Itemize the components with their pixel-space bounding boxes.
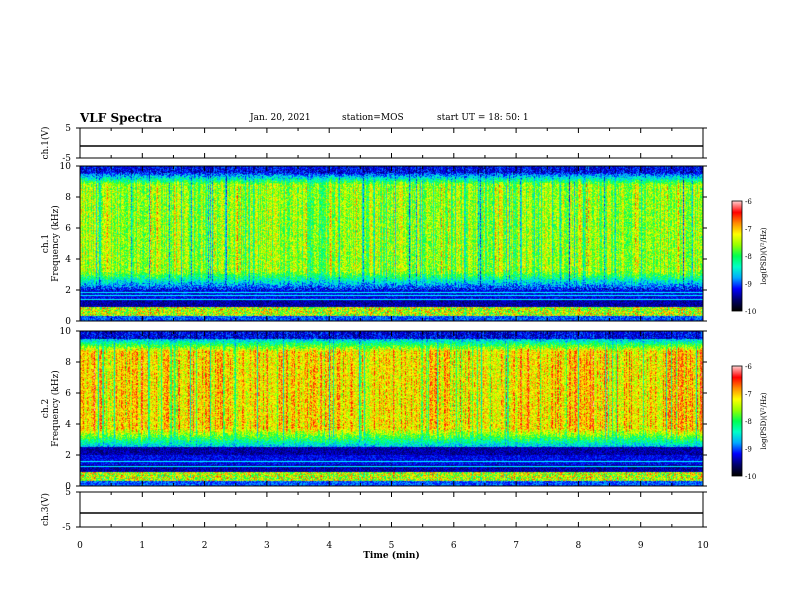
x-tick-label: 6 <box>451 541 457 551</box>
start-ut-label: start UT = 18: 50: 1 <box>437 113 529 123</box>
y-axis-label: ch.2 <box>41 399 51 418</box>
date-label: Jan. 20, 2021 <box>250 113 311 123</box>
y-tick-label: 2 <box>65 451 71 461</box>
x-tick-label: 5 <box>389 541 395 551</box>
x-axis-label: Time (min) <box>363 550 420 561</box>
y-tick-label: 8 <box>65 193 71 203</box>
ch3-waveform-frame <box>79 491 704 528</box>
x-tick-label: 10 <box>697 541 709 551</box>
y-tick-label: -5 <box>62 154 71 164</box>
ch2-spectrogram-canvas <box>80 331 703 486</box>
x-tick-label: 0 <box>77 541 83 551</box>
colorbar-frame <box>731 365 743 477</box>
y-tick-label: 4 <box>65 420 71 430</box>
y-axis-label: Frequency (kHz) <box>50 205 61 282</box>
ch2-spectrogram-frame <box>79 330 704 487</box>
colorbar-label: log(PSD)(V²/Hz) <box>760 227 768 284</box>
y-tick-label: 5 <box>65 124 71 134</box>
x-tick-label: 8 <box>576 541 582 551</box>
ch1-spectrogram-frame <box>79 165 704 322</box>
y-tick-label: 6 <box>65 224 71 234</box>
colorbar-tick-label: -8 <box>745 418 752 426</box>
ch2-colorbar <box>732 366 742 476</box>
colorbar-tick-label: -9 <box>745 281 752 289</box>
y-tick-label: 8 <box>65 358 71 368</box>
x-tick-label: 7 <box>513 541 519 551</box>
x-tick-label: 2 <box>202 541 208 551</box>
y-axis-label: ch.3(V) <box>40 493 51 526</box>
y-axis-label: ch.1(V) <box>40 127 51 160</box>
y-tick-label: 6 <box>65 389 71 399</box>
colorbar-tick-label: -10 <box>745 473 756 481</box>
y-tick-label: 0 <box>65 482 71 492</box>
y-tick-label: 5 <box>65 488 71 498</box>
x-tick-label: 9 <box>638 541 644 551</box>
y-tick-label: 10 <box>60 327 72 337</box>
ch1-colorbar <box>732 201 742 311</box>
y-tick-label: 4 <box>65 255 71 265</box>
y-axis-label: ch.1 <box>41 234 51 253</box>
x-tick-label: 1 <box>139 541 145 551</box>
y-tick-label: 10 <box>60 162 72 172</box>
colorbar-label: log(PSD)(V²/Hz) <box>760 392 768 449</box>
colorbar-tick-label: -9 <box>745 446 752 454</box>
figure-title: VLF Spectra <box>80 111 163 125</box>
y-axis-label: Frequency (kHz) <box>50 370 61 447</box>
ch1-spectrogram-canvas <box>80 166 703 321</box>
colorbar-tick-label: -7 <box>745 226 752 234</box>
colorbar-tick-label: -6 <box>745 198 752 206</box>
y-tick-label: -5 <box>62 523 71 533</box>
y-tick-label: 2 <box>65 286 71 296</box>
y-tick-label: 0 <box>65 317 71 327</box>
colorbar-tick-label: -7 <box>745 391 752 399</box>
colorbar-frame <box>731 200 743 312</box>
colorbar-tick-label: -10 <box>745 308 756 316</box>
colorbar-tick-label: -6 <box>745 363 752 371</box>
station-label: station=MOS <box>342 113 404 123</box>
x-tick-label: 4 <box>326 541 332 551</box>
colorbar-tick-label: -8 <box>745 253 752 261</box>
x-tick-label: 3 <box>264 541 270 551</box>
